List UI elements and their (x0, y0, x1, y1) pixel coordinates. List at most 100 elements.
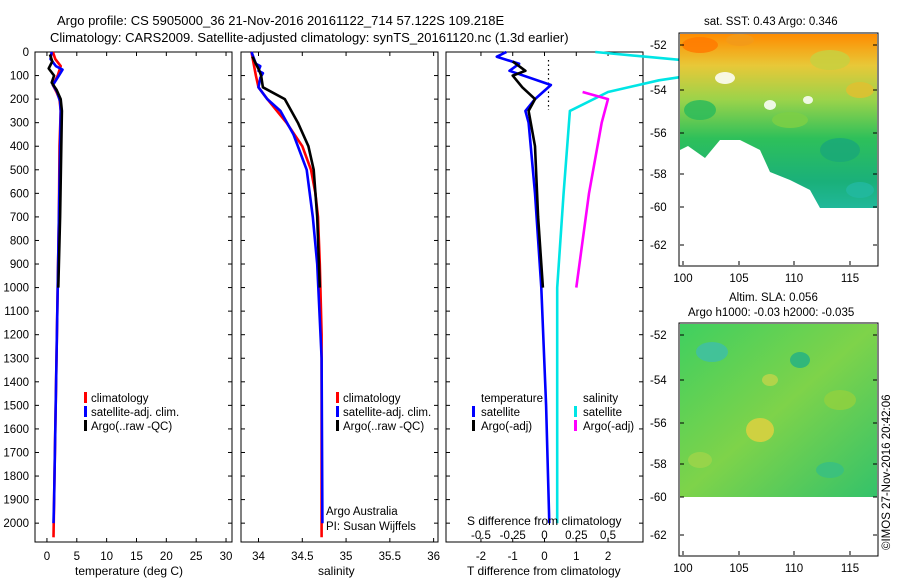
difference-depth-ticks (446, 51, 643, 524)
legend-swatch-argo (336, 420, 339, 431)
s-difference-axis-label: S difference from climatology (467, 514, 622, 528)
s-tick-label: 0 (541, 530, 547, 542)
depth-tick-label: 1600 (3, 424, 29, 436)
legend-header-temperature: temperature (481, 393, 543, 405)
salinity-depth-ticks (241, 51, 438, 524)
x-tick-label: 35.5 (379, 551, 401, 563)
lon-tick-label: 110 (785, 563, 803, 575)
lat-tick-label: -62 (650, 240, 667, 252)
sst-patches (682, 34, 874, 198)
legend-swatch-argo (84, 420, 87, 431)
legend-swatch-satellite (84, 406, 87, 417)
depth-tick-label: 1100 (4, 306, 29, 318)
depth-tick-label: 400 (10, 141, 29, 153)
series-line-argo-adj (575, 90, 610, 288)
series-line-argo-adj (511, 60, 545, 288)
lat-tick-label: -58 (650, 459, 667, 471)
annotation-argo-australia: Argo Australia (326, 506, 398, 518)
series-line-satellite-adj-clim (250, 51, 324, 524)
sla-patch (696, 342, 728, 362)
x-tick-label: 1 (573, 551, 579, 563)
x-tick-label: 0 (541, 551, 547, 563)
sst-map-ticks: -52 -54 -56 -58 -60 -62 100 105 110 115 (650, 40, 877, 285)
salinity-plot-frame (240, 51, 439, 543)
lon-tick-label: 115 (841, 563, 859, 575)
sst-patch (846, 82, 874, 98)
temperature-axis-label: temperature (deg C) (75, 564, 183, 578)
sst-patch (715, 72, 735, 84)
depth-tick-label: 800 (10, 235, 29, 247)
sst-patch (726, 34, 754, 46)
legend-swatch-climatology (84, 392, 87, 403)
legend-swatch-salinity-argo (574, 420, 577, 431)
depth-tick-label: 1900 (3, 495, 29, 507)
x-tick-label: -1 (508, 551, 518, 563)
legend-label-salinity-satellite: satellite (583, 407, 622, 419)
sst-map-panel: sat. SST: 0.43 Argo: 0.346 -52-54-56-58-… (650, 16, 879, 285)
salinity-panel: 34 34.5 35 35.5 36 salinity climatology sate… (240, 51, 440, 578)
lat-tick-label: -60 (650, 202, 667, 214)
temperature-plot-frame (34, 51, 233, 543)
difference-plot-frame (445, 51, 644, 543)
depth-tick-label: 2000 (3, 518, 29, 530)
lon-tick-label: 110 (785, 273, 803, 285)
legend-swatch-temperature-satellite (472, 406, 475, 417)
t-difference-axis-label: T difference from climatology (467, 564, 621, 578)
sst-map-title: sat. SST: 0.43 Argo: 0.346 (704, 16, 838, 28)
sla-map-title-2: Argo h1000: -0.03 h2000: -0.035 (688, 307, 854, 319)
x-tick-label: 15 (130, 551, 143, 563)
s-tick-label: 0.5 (600, 530, 616, 542)
sst-patch (682, 37, 718, 53)
salinity-axis-ticks: 34 34.5 35 35.5 36 (252, 52, 440, 563)
depth-tick-label: 600 (10, 188, 29, 200)
sst-patch (803, 96, 813, 104)
depth-tick-label: 0 (23, 47, 29, 59)
x-tick-label: -2 (476, 551, 486, 563)
x-tick-label: 25 (190, 551, 203, 563)
annotation-pi: PI: Susan Wijffels (326, 521, 416, 533)
sst-patch (846, 182, 874, 198)
legend-swatch-temperature-argo (472, 420, 475, 431)
depth-tick-label: 700 (10, 212, 29, 224)
lat-tick-label: -52 (650, 330, 667, 342)
depth-axis-ticks: 0 100 200 300 400 500 600 700 800 900 1000 1100 1200… (3, 47, 232, 530)
legend-label-satellite: satellite-adj. clim. (343, 407, 431, 419)
depth-tick-label: 200 (10, 94, 29, 106)
lat-tick-label: -52 (650, 40, 667, 52)
sla-map-ticks: -52 -54 -56 -58 -60 -62 100 105 110 115 (650, 330, 877, 575)
x-tick-label: 34 (252, 551, 265, 563)
x-tick-label: 35 (340, 551, 353, 563)
s-tick-label: 0.25 (565, 530, 587, 542)
x-tick-label: 20 (160, 551, 173, 563)
salinity-legend: climatology satellite-adj. clim. Argo(..… (336, 392, 431, 433)
x-tick-label: 10 (100, 551, 113, 563)
depth-tick-label: 900 (10, 259, 29, 271)
legend-swatch-climatology (336, 392, 339, 403)
x-tick-label: 30 (220, 551, 233, 563)
legend-label-temperature-satellite: satellite (481, 407, 520, 419)
s-tick-label: -0.5 (471, 530, 491, 542)
depth-tick-label: 500 (10, 165, 29, 177)
lon-tick-label: 115 (841, 273, 859, 285)
x-tick-label: 34.5 (291, 551, 313, 563)
sst-patch (772, 112, 808, 128)
x-tick-label: 36 (427, 551, 440, 563)
salinity-lines (250, 51, 324, 538)
series-line-argo-raw-qc (47, 53, 64, 288)
sla-patch (762, 374, 778, 386)
lon-tick-label: 105 (729, 273, 748, 285)
x-tick-label: 5 (74, 551, 80, 563)
series-line-climatology (250, 51, 323, 538)
temperature-panel: 0100200300400500600700800900100011001200… (3, 47, 233, 578)
legend-label-satellite: satellite-adj. clim. (91, 407, 179, 419)
sst-patch (820, 138, 860, 162)
title-line-2: Climatology: CARS2009. Satellite-adjuste… (50, 30, 569, 45)
salinity-axis-label: salinity (318, 564, 355, 578)
temperature-legend: climatology satellite-adj. clim. Argo(..… (84, 392, 179, 433)
legend-label-argo: Argo(..raw -QC) (343, 421, 424, 433)
legend-header-salinity: salinity (583, 393, 618, 405)
sla-patch (746, 418, 774, 442)
lon-tick-label: 105 (729, 563, 748, 575)
depth-tick-label: 100 (10, 71, 29, 83)
